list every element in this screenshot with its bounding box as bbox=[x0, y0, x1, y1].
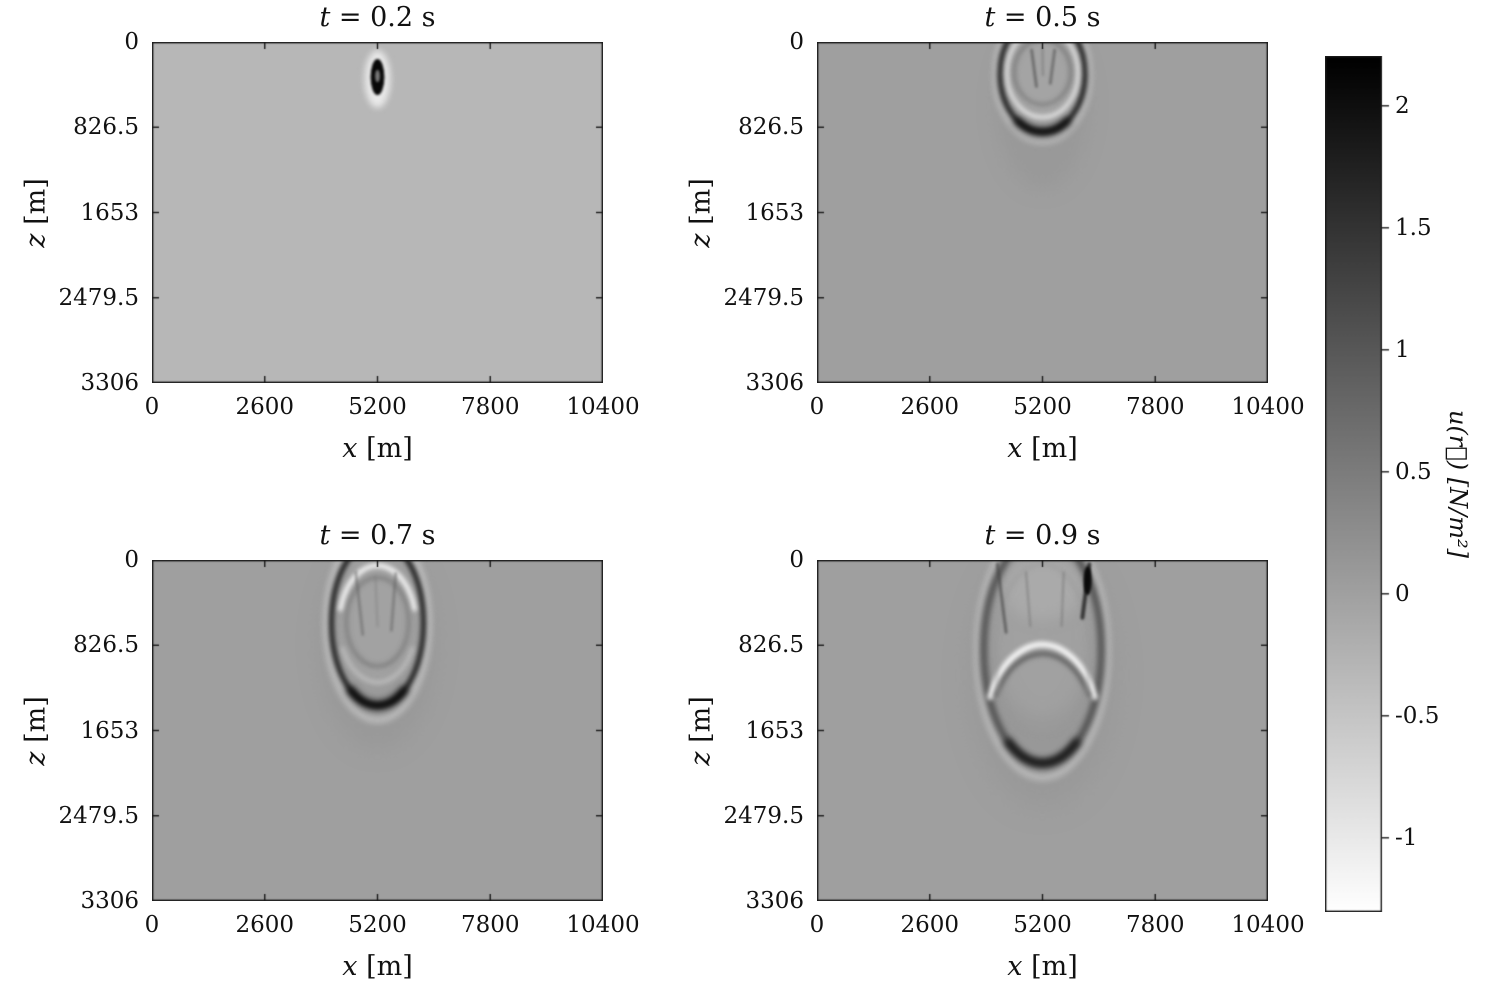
y-tick-label: 3306 bbox=[80, 370, 139, 396]
subplot-t-0-9: t = 0.9 s 0 826.5 1653 2479.5 3306 0 260… bbox=[686, 520, 1305, 982]
title-value: = 0.5 s bbox=[995, 2, 1101, 33]
x-tick-label: 5200 bbox=[1013, 394, 1072, 420]
y-axis-label: z [m] bbox=[685, 177, 717, 248]
subplot-title: t = 0.7 s bbox=[319, 520, 435, 551]
y-tick-label: 3306 bbox=[745, 888, 804, 914]
y-tick-label: 2479.5 bbox=[58, 802, 139, 829]
x-tick-label: 5200 bbox=[348, 912, 407, 938]
heatmap-canvas-0 bbox=[152, 42, 603, 383]
subplot-t-0-5: t = 0.5 s 0 826.5 1653 2479.5 3306 0 260… bbox=[686, 2, 1305, 464]
subplot-t-0-7: t = 0.7 s 0 826.5 1653 2479.5 3306 0 260… bbox=[21, 520, 640, 982]
x-tick-label: 7800 bbox=[460, 394, 520, 420]
title-variable: t bbox=[319, 520, 331, 551]
heatmap-canvas-2 bbox=[152, 560, 603, 901]
colorbar-tick-label: -0.5 bbox=[1395, 702, 1440, 729]
x-tick-label: 5200 bbox=[1013, 912, 1072, 938]
colorbar-tick-label: 1.5 bbox=[1395, 214, 1432, 241]
y-axis-label: z [m] bbox=[20, 695, 52, 766]
x-tick-label: 2600 bbox=[235, 912, 295, 938]
title-variable: t bbox=[319, 2, 331, 33]
colorbar-tick-label: -1 bbox=[1395, 824, 1418, 851]
x-tick-label: 0 bbox=[809, 912, 825, 938]
y-tick-label: 2479.5 bbox=[723, 284, 804, 311]
x-tick-label: 5200 bbox=[348, 394, 407, 420]
colorbar-tick-labels: 2 1.5 1 0.5 0 -0.5 -1 bbox=[1395, 57, 1485, 911]
colorbar-axis-label: u(r⃗) [N/m²] bbox=[1444, 410, 1472, 558]
subplot-t-0-2: t = 0.2 s 0 826.5 1653 2479.5 3306 0 260… bbox=[21, 2, 640, 464]
x-tick-label: 10400 bbox=[566, 394, 640, 420]
x-tick-label: 0 bbox=[144, 912, 160, 938]
x-tick-label: 10400 bbox=[1231, 912, 1305, 938]
colorbar-canvas bbox=[1325, 56, 1397, 912]
colorbar: 2 1.5 1 0.5 0 -0.5 -1 u(r⃗) [N/m²] bbox=[1325, 56, 1495, 912]
x-tick-label: 2600 bbox=[235, 394, 295, 420]
x-axis-label: x [m] bbox=[342, 433, 413, 464]
y-tick-label: 0 bbox=[789, 547, 804, 573]
y-tick-label: 1653 bbox=[745, 717, 804, 744]
title-value: = 0.7 s bbox=[330, 520, 436, 551]
x-tick-label: 7800 bbox=[460, 912, 520, 938]
y-tick-label: 3306 bbox=[80, 888, 139, 914]
x-axis-label: x [m] bbox=[1007, 433, 1078, 464]
x-tick-label: 0 bbox=[144, 394, 160, 420]
colorbar-tick-label: 0 bbox=[1395, 580, 1410, 607]
x-tick-label: 2600 bbox=[900, 394, 960, 420]
subplot-title: t = 0.2 s bbox=[319, 2, 435, 33]
y-tick-label: 2479.5 bbox=[723, 802, 804, 829]
y-tick-label: 0 bbox=[124, 547, 139, 573]
colorbar-tick-label: 1 bbox=[1395, 336, 1410, 363]
x-tick-label: 10400 bbox=[1231, 394, 1305, 420]
y-tick-label: 2479.5 bbox=[58, 284, 139, 311]
x-tick-label: 7800 bbox=[1125, 912, 1185, 938]
heatmap-canvas-3 bbox=[817, 560, 1268, 901]
x-tick-label: 10400 bbox=[566, 912, 640, 938]
title-variable: t bbox=[984, 520, 996, 551]
title-value: = 0.2 s bbox=[330, 2, 436, 33]
x-axis-label: x [m] bbox=[342, 951, 413, 982]
x-tick-label: 0 bbox=[809, 394, 825, 420]
colorbar-tick-label: 2 bbox=[1395, 92, 1410, 119]
subplot-title: t = 0.5 s bbox=[984, 2, 1100, 33]
y-tick-label: 826.5 bbox=[738, 632, 804, 659]
y-tick-label: 0 bbox=[789, 29, 804, 55]
y-tick-label: 0 bbox=[124, 29, 139, 55]
colorbar-tick-label: 0.5 bbox=[1395, 458, 1432, 485]
y-axis-label: z [m] bbox=[20, 177, 52, 248]
x-axis-label: x [m] bbox=[1007, 951, 1078, 982]
y-tick-label: 826.5 bbox=[738, 114, 804, 141]
y-axis-label: z [m] bbox=[685, 695, 717, 766]
x-tick-label: 7800 bbox=[1125, 394, 1185, 420]
title-value: = 0.9 s bbox=[995, 520, 1101, 551]
y-tick-label: 1653 bbox=[80, 199, 139, 226]
y-tick-label: 826.5 bbox=[73, 114, 139, 141]
x-tick-label: 2600 bbox=[900, 912, 960, 938]
y-tick-label: 826.5 bbox=[73, 632, 139, 659]
y-tick-label: 3306 bbox=[745, 370, 804, 396]
title-variable: t bbox=[984, 2, 996, 33]
heatmap-canvas-1 bbox=[817, 42, 1268, 383]
subplot-title: t = 0.9 s bbox=[984, 520, 1100, 551]
y-tick-label: 1653 bbox=[80, 717, 139, 744]
y-tick-label: 1653 bbox=[745, 199, 804, 226]
